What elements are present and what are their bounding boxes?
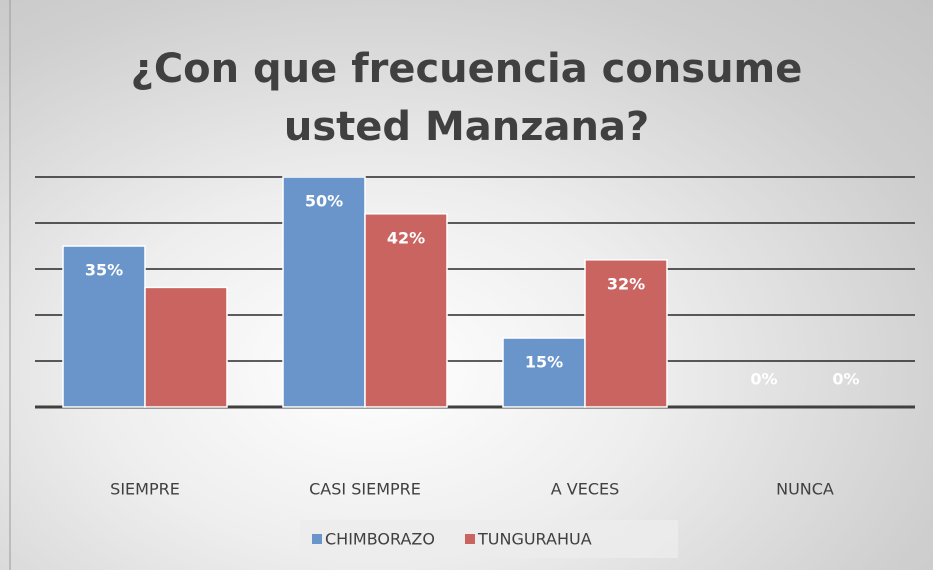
data-label: 50% bbox=[305, 192, 343, 211]
bar bbox=[144, 286, 228, 408]
x-tick-label: A VECES bbox=[551, 480, 620, 499]
bar bbox=[364, 213, 448, 408]
bar bbox=[502, 337, 586, 408]
bar bbox=[62, 245, 146, 408]
data-label: 0% bbox=[750, 370, 777, 389]
bar bbox=[282, 176, 366, 408]
bar bbox=[584, 259, 668, 408]
data-label: 42% bbox=[387, 228, 425, 247]
legend-swatch bbox=[312, 534, 322, 544]
data-label: 0% bbox=[832, 370, 859, 389]
x-tick-label: NUNCA bbox=[776, 480, 834, 499]
x-tick-label: SIEMPRE bbox=[110, 480, 180, 499]
data-label: 32% bbox=[607, 274, 645, 293]
legend-swatch bbox=[464, 534, 475, 544]
data-label: 35% bbox=[85, 261, 123, 280]
chart-title: ¿Con que frecuencia consume usted Manzan… bbox=[130, 46, 803, 150]
legend-label: CHIMBORAZO bbox=[325, 530, 435, 549]
title-box: ¿Con que frecuencia consume usted Manzan… bbox=[0, 40, 933, 156]
legend-box bbox=[300, 520, 678, 558]
data-label: 15% bbox=[525, 353, 563, 372]
x-tick-label: CASI SIEMPRE bbox=[309, 480, 421, 499]
legend-label: TUNGURAHUA bbox=[477, 530, 592, 549]
